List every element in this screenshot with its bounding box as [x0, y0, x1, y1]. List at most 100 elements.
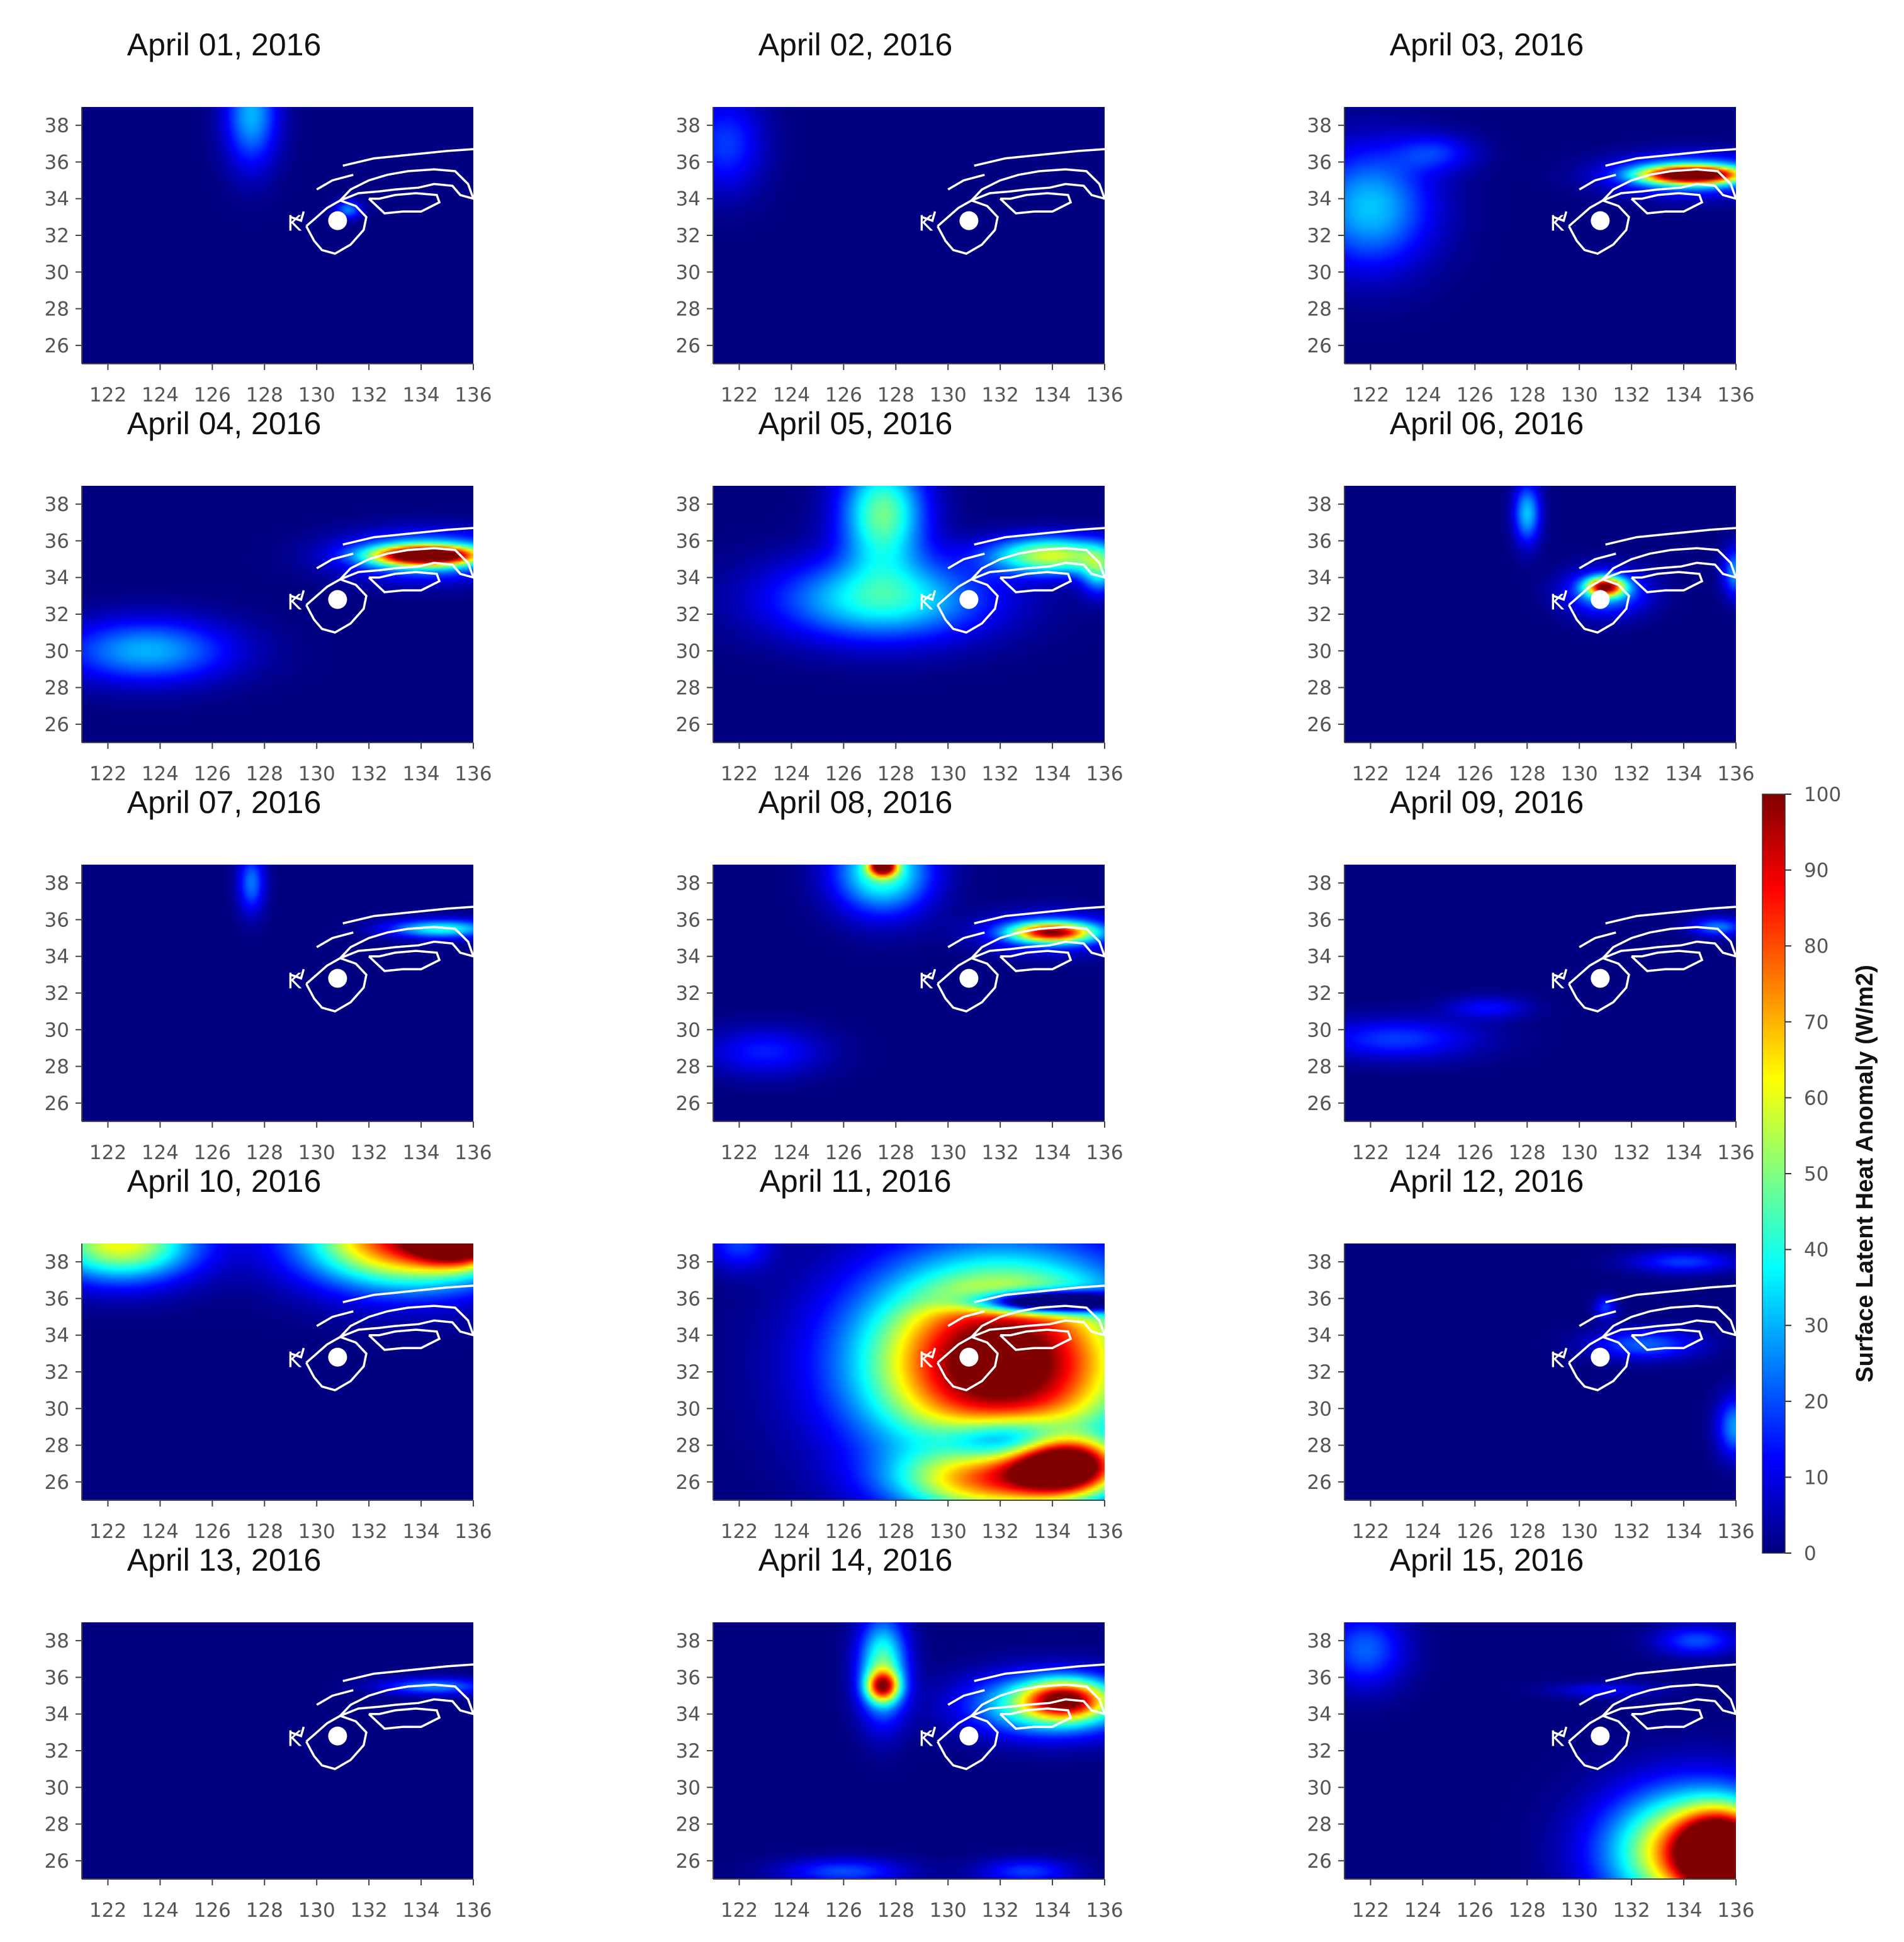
coastline: [1579, 1310, 1616, 1327]
coastline: [937, 199, 999, 255]
y-tick-label: 28: [676, 677, 701, 700]
x-tick-label: 136: [1086, 1520, 1123, 1543]
x-tick-label: 134: [1034, 763, 1071, 785]
x-tick-label: 136: [1717, 763, 1754, 785]
coastline: [999, 1707, 1073, 1730]
x-tick-label: 124: [142, 1899, 179, 1922]
y-tick-label: 30: [676, 1019, 701, 1041]
y-tick-label: 28: [1307, 677, 1332, 700]
marker-label: K: [1550, 1727, 1565, 1752]
y-tick-label: 32: [1307, 1361, 1332, 1384]
panel: April 13, 2016 K 38 36 34 32 30 28 26 122 124 126 12…: [45, 1542, 492, 1922]
coastline: [339, 168, 475, 202]
coastline: [1553, 590, 1568, 601]
coastline: [1605, 527, 1737, 546]
x-tick-label: 128: [246, 1899, 283, 1922]
location-marker: [959, 590, 979, 609]
y-tick-label: 38: [1307, 1630, 1332, 1653]
marker-label: K: [287, 590, 302, 615]
y-tick-label: 34: [45, 188, 69, 211]
coastline: [971, 926, 1107, 960]
x-tick-label: 134: [1665, 1142, 1702, 1164]
coastline: [305, 957, 368, 1013]
x-tick-label: 122: [1352, 1899, 1389, 1922]
coastline: [974, 906, 1105, 925]
y-tick-label: 36: [45, 909, 69, 931]
x-tick-label: 130: [298, 763, 335, 785]
x-tick-label: 130: [1561, 1520, 1598, 1543]
marker-label: K: [287, 1727, 302, 1752]
x-tick-label: 122: [721, 763, 758, 785]
x-tick-label: 134: [402, 384, 439, 407]
colorbar-label: Surface Latent Heat Anomaly (W/m2): [1852, 965, 1878, 1383]
x-tick-label: 130: [1561, 1899, 1598, 1922]
panel-title: April 13, 2016: [127, 1542, 322, 1578]
coastline: [290, 590, 305, 601]
y-tick-label: 34: [1307, 567, 1332, 590]
coastline: [290, 1726, 305, 1737]
colorbar-gradient: [1762, 794, 1786, 1554]
x-tick-label: 134: [402, 1899, 439, 1922]
x-tick-label: 132: [351, 1142, 388, 1164]
coastline: [305, 199, 368, 255]
coastline: [342, 906, 474, 925]
location-marker: [1591, 1347, 1610, 1367]
x-tick-label: 124: [1404, 1142, 1441, 1164]
x-tick-label: 136: [454, 1142, 492, 1164]
y-tick-label: 34: [676, 1325, 701, 1347]
y-tick-label: 34: [676, 1703, 701, 1726]
y-tick-label: 26: [45, 1471, 69, 1494]
coastline: [368, 571, 441, 593]
coastline: [342, 527, 474, 546]
y-tick-label: 34: [45, 1325, 69, 1347]
y-tick-label: 26: [45, 335, 69, 357]
y-tick-label: 26: [676, 335, 701, 357]
y-tick-label: 38: [45, 115, 69, 137]
x-tick-label: 126: [825, 763, 862, 785]
x-tick-label: 124: [1404, 763, 1441, 785]
location-marker: [328, 968, 347, 988]
coastline: [1630, 571, 1704, 593]
y-tick-label: 30: [676, 1398, 701, 1420]
x-tick-label: 126: [1456, 1520, 1494, 1543]
coastline: [1602, 926, 1738, 960]
x-tick-label: 126: [825, 1899, 862, 1922]
y-tick-label: 34: [45, 1703, 69, 1726]
y-tick-label: 26: [1307, 1471, 1332, 1494]
y-tick-label: 36: [45, 530, 69, 553]
x-tick-label: 132: [982, 1899, 1019, 1922]
x-tick-label: 132: [982, 763, 1019, 785]
coastline: [947, 174, 985, 191]
y-tick-label: 32: [1307, 603, 1332, 626]
panel: April 08, 2016 K 38 36 34 32 30 28 26 122 124 126 12…: [676, 785, 1124, 1164]
y-tick-label: 32: [676, 1361, 701, 1384]
y-tick-label: 38: [676, 115, 701, 137]
y-tick-label: 34: [676, 567, 701, 590]
x-tick-label: 124: [773, 763, 810, 785]
coastline: [999, 1328, 1073, 1351]
panel: April 15, 2016 K 38 36 34 32 30 28 26 122 124 126 12…: [1307, 1542, 1755, 1922]
x-tick-label: 128: [877, 1899, 915, 1922]
x-tick-label: 134: [1665, 1899, 1702, 1922]
heatmap-field: [82, 107, 473, 364]
x-tick-label: 134: [1034, 384, 1071, 407]
x-tick-label: 128: [877, 1520, 915, 1543]
panel-title: April 05, 2016: [758, 406, 953, 441]
location-marker: [1591, 211, 1610, 230]
y-tick-label: 30: [45, 1398, 69, 1420]
x-tick-label: 134: [1665, 1520, 1702, 1543]
x-tick-label: 124: [773, 1899, 810, 1922]
location-marker: [1591, 1726, 1610, 1746]
y-tick-label: 32: [676, 1740, 701, 1763]
y-tick-label: 28: [45, 1056, 69, 1079]
marker-label: K: [1550, 211, 1565, 237]
x-tick-label: 136: [454, 763, 492, 785]
coastline: [290, 968, 305, 980]
y-tick-label: 28: [45, 677, 69, 700]
x-tick-label: 130: [1561, 763, 1598, 785]
marker-label: K: [918, 969, 933, 994]
coastline: [1605, 148, 1737, 167]
coastline: [1568, 1335, 1630, 1391]
y-tick-label: 36: [676, 1288, 701, 1310]
y-tick-label: 32: [676, 225, 701, 247]
